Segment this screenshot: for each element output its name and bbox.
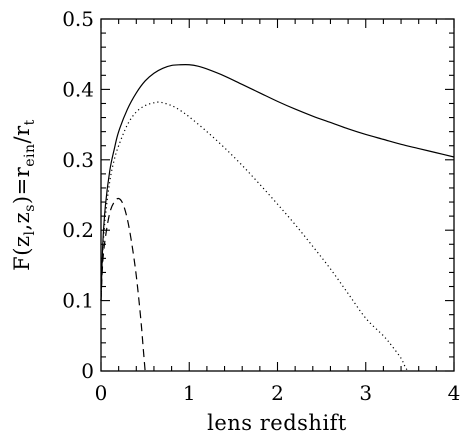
plot-frame [100,18,455,372]
series-line-solid [100,64,455,301]
y-tick-label: 0.5 [62,7,94,31]
y-tick-label: 0.2 [62,218,94,242]
x-tick-label: 0 [95,381,108,405]
x-tick-label: 3 [359,381,372,405]
x-tick-label: 1 [183,381,196,405]
x-tick-label: 4 [448,381,461,405]
x-tick-label: 2 [271,381,284,405]
y-tick-label: 0.4 [62,77,94,101]
ticks-layer [100,18,455,372]
tick-labels-layer: 0 1 2 3 4 0 0.1 0.2 0.3 0.4 0.5 [62,7,460,405]
y-axis-label: F(zl,zs)=rein/rt [10,119,38,271]
y-tick-label: 0 [81,359,94,383]
y-tick-label: 0.3 [62,148,94,172]
x-axis-label: lens redshift [207,411,347,435]
series-line-dashed [100,197,146,372]
y-tick-label: 0.1 [62,289,94,313]
series-line-dotted [100,101,409,372]
curves-layer [100,64,455,372]
